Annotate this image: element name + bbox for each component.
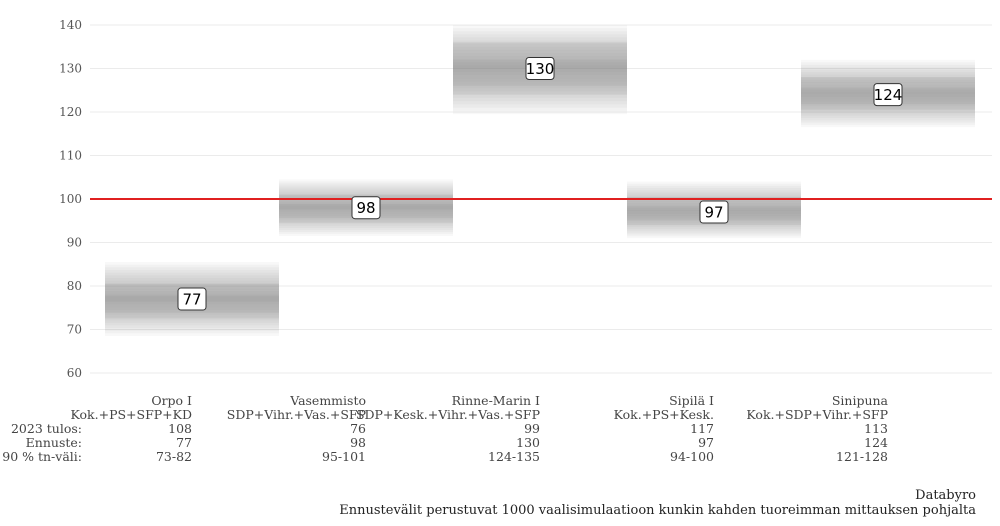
band-core-strip [453, 42, 627, 52]
category-parties: SDP+Vihr.+Vas.+SFP [227, 407, 366, 422]
category-interval: 121-128 [836, 449, 888, 464]
category-interval: 94-100 [670, 449, 714, 464]
category-name: Vasemmisto [289, 393, 366, 408]
category-parties: SDP+Kesk.+Vihr.+Vas.+SFP [356, 407, 540, 422]
category-name: Sipilä I [669, 393, 714, 408]
forecast-label: 124 [873, 83, 903, 107]
forecast-label-box [525, 57, 555, 80]
band-core-strip [105, 312, 279, 319]
band-core-strip [105, 283, 279, 290]
band-core-strip [279, 218, 453, 223]
category-forecast: 130 [516, 435, 540, 450]
y-tick-label: 110 [59, 149, 82, 163]
y-tick-label: 60 [67, 366, 82, 380]
band-core-strip [453, 85, 627, 95]
forecast-labels: 77 98 130 97 124 [177, 57, 903, 311]
row-label: 90 % tn-väli: [2, 449, 82, 464]
category-parties: Kok.+SDP+Vihr.+SFP [746, 407, 888, 422]
y-axis: 60 70 80 90 100 110 120 130 140 [59, 18, 82, 380]
category-result-2023: 108 [168, 421, 192, 436]
forecast-value: 124 [874, 86, 903, 104]
category-result-2023: 117 [690, 421, 714, 436]
band-core-strip [801, 77, 975, 83]
y-tick-label: 80 [67, 279, 82, 293]
category-name: Orpo I [151, 393, 192, 408]
category-result-2023: 76 [350, 421, 366, 436]
y-tick-label: 120 [59, 105, 82, 119]
row-label: 2023 tulos: [11, 421, 82, 436]
forecast-label: 97 [699, 200, 729, 224]
forecast-value: 98 [356, 199, 375, 217]
category-name: Sinipuna [832, 393, 889, 408]
band-core-strip [453, 77, 627, 86]
forecast-value: 97 [704, 204, 723, 222]
category-forecast: 98 [350, 435, 366, 450]
category-parties: Kok.+PS+Kesk. [614, 407, 714, 422]
forecast-label: 77 [177, 287, 207, 311]
row-label: Ennuste: [26, 435, 82, 450]
y-tick-label: 140 [59, 18, 82, 32]
credit-note: Ennustevälit perustuvat 1000 vaalisimula… [339, 503, 976, 518]
y-tick-label: 70 [67, 323, 82, 337]
forecast-value: 130 [526, 60, 555, 78]
forecast-label: 130 [525, 57, 555, 80]
category-annotations: 2023 tulos:Ennuste:90 % tn-väli:Orpo IKo… [2, 393, 888, 464]
category-parties: Kok.+PS+SFP+KD [71, 407, 192, 422]
band-core-strip [801, 104, 975, 110]
forecast-label-box [351, 196, 381, 220]
category-interval: 95-101 [322, 449, 366, 464]
category-forecast: 124 [864, 435, 888, 450]
forecast-label-box [699, 200, 729, 224]
y-tick-label: 100 [59, 192, 82, 206]
category-forecast: 77 [176, 435, 192, 450]
category-name: Rinne-Marin I [452, 393, 540, 408]
category-result-2023: 113 [864, 421, 888, 436]
category-result-2023: 99 [524, 421, 540, 436]
forecast-label-box [873, 83, 903, 107]
band-core-strip [453, 51, 627, 60]
category-forecast: 97 [698, 435, 714, 450]
category-interval: 73-82 [156, 449, 192, 464]
y-tick-label: 90 [67, 236, 82, 250]
category-interval: 124-135 [488, 449, 540, 464]
forecast-value: 77 [182, 291, 201, 309]
y-tick-label: 130 [59, 62, 82, 76]
forecast-label-box [177, 287, 207, 311]
forecast-label: 98 [351, 196, 381, 220]
credit-source: Databyro [915, 488, 976, 503]
